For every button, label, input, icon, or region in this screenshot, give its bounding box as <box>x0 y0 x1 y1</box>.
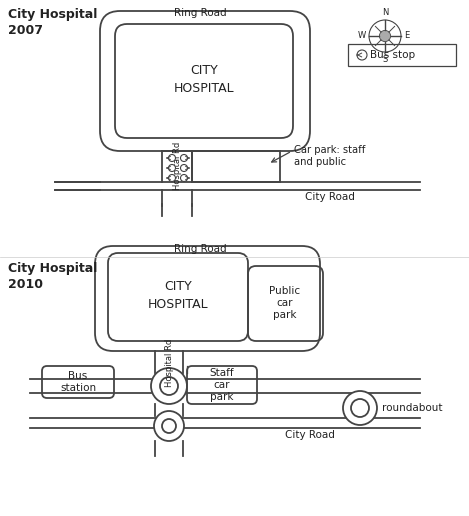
Text: CITY
HOSPITAL: CITY HOSPITAL <box>174 63 234 94</box>
Circle shape <box>357 50 367 60</box>
Text: City Road: City Road <box>305 192 355 202</box>
Text: Bus stop: Bus stop <box>370 50 415 60</box>
Circle shape <box>154 411 184 441</box>
Text: City Hospital
2010: City Hospital 2010 <box>8 262 98 291</box>
Text: E: E <box>404 31 409 40</box>
Text: Staff
car
park: Staff car park <box>210 367 234 402</box>
Text: Car park: staff
and public: Car park: staff and public <box>294 145 365 167</box>
Text: roundabout: roundabout <box>382 403 442 413</box>
Circle shape <box>168 154 175 162</box>
Text: City Road: City Road <box>285 430 335 440</box>
Bar <box>348 44 456 66</box>
Circle shape <box>369 20 401 52</box>
Circle shape <box>379 30 391 42</box>
Circle shape <box>168 165 175 171</box>
Circle shape <box>151 368 187 404</box>
Text: CITY
HOSPITAL: CITY HOSPITAL <box>148 281 208 312</box>
Circle shape <box>181 154 188 162</box>
Circle shape <box>351 399 369 417</box>
Text: Public
car
park: Public car park <box>269 285 301 320</box>
Text: Ring Road: Ring Road <box>174 8 227 18</box>
Circle shape <box>343 391 377 425</box>
Text: City Hospital
2007: City Hospital 2007 <box>8 8 98 37</box>
Text: W: W <box>358 31 366 40</box>
Circle shape <box>181 165 188 171</box>
Circle shape <box>160 377 178 395</box>
Text: Hospital Rd: Hospital Rd <box>173 142 182 190</box>
Text: N: N <box>382 8 388 17</box>
Text: Bus
station: Bus station <box>60 371 96 393</box>
Circle shape <box>181 174 188 182</box>
Text: Hospital Rd: Hospital Rd <box>165 339 174 387</box>
Circle shape <box>168 174 175 182</box>
Circle shape <box>162 419 176 433</box>
Text: S: S <box>382 55 387 64</box>
Bar <box>192 151 280 182</box>
Text: Ring Road: Ring Road <box>174 244 227 254</box>
